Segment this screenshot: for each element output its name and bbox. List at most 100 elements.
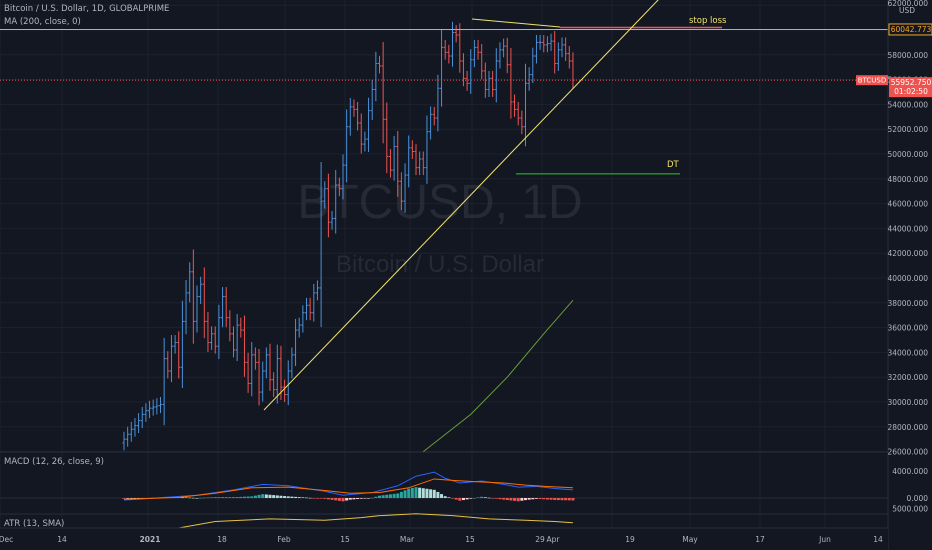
macd-histogram-bar bbox=[513, 498, 517, 501]
ohlc-bar bbox=[206, 311, 210, 352]
ohlc-bar bbox=[381, 41, 385, 144]
macd-histogram-bar bbox=[436, 491, 440, 498]
ohlc-bar bbox=[564, 37, 568, 61]
macd-histogram-bar bbox=[246, 496, 250, 498]
ohlc-bar bbox=[169, 335, 174, 383]
macd-histogram-bar bbox=[268, 494, 272, 498]
ohlc-bar bbox=[377, 56, 382, 74]
ohlc-bar bbox=[480, 43, 484, 80]
ohlc-bar bbox=[315, 280, 320, 301]
ma-legend[interactable]: MA (200, close, 0) bbox=[4, 17, 81, 27]
stop-price-label: 60042.773 bbox=[891, 25, 932, 34]
ohlc-bar bbox=[388, 149, 393, 178]
macd-histogram-bar bbox=[469, 498, 473, 499]
ohlc-bar bbox=[410, 140, 414, 159]
ohlc-bar bbox=[553, 31, 557, 74]
macd-histogram-bar bbox=[571, 498, 575, 501]
price-tick: 38000.000 bbox=[887, 299, 928, 308]
macd-histogram-bar bbox=[348, 498, 352, 500]
macd-histogram-bar bbox=[538, 498, 542, 500]
macd-histogram-bar bbox=[367, 498, 371, 499]
macd-histogram-bar bbox=[239, 496, 243, 498]
ohlc-bar bbox=[151, 399, 155, 416]
ohlc-bar bbox=[177, 331, 181, 379]
price-tick: 44000.000 bbox=[887, 224, 928, 233]
last-price-label: 55952.750 bbox=[891, 78, 932, 87]
macd-histogram-bar bbox=[483, 497, 487, 498]
ascending-trendline bbox=[263, 0, 659, 411]
symbol-header[interactable]: Bitcoin / U.S. Dollar, 1D, GLOBALPRIME bbox=[4, 4, 170, 14]
macd-histogram-bar bbox=[451, 498, 454, 499]
macd-histogram-bar bbox=[454, 498, 458, 500]
ohlc-bar bbox=[523, 63, 528, 147]
ohlc-bar bbox=[461, 53, 466, 87]
ohlc-bar bbox=[447, 44, 451, 64]
macd-histogram-bar bbox=[425, 488, 429, 498]
atr-line bbox=[123, 513, 573, 532]
macd-histogram-bar bbox=[301, 497, 305, 498]
ohlc-bar bbox=[472, 39, 476, 68]
macd-histogram-bar bbox=[184, 497, 188, 498]
macd-histogram-bar bbox=[337, 498, 341, 501]
macd-histogram bbox=[122, 487, 575, 502]
macd-histogram-bar bbox=[363, 498, 367, 499]
macd-histogram-bar bbox=[330, 498, 334, 500]
ohlc-bar bbox=[250, 342, 254, 397]
macd-histogram-bar bbox=[308, 497, 312, 499]
macd-histogram-bar bbox=[410, 487, 414, 498]
ohlc-bar bbox=[432, 106, 436, 126]
watermark-ticker: BTCUSD, 1D bbox=[297, 176, 582, 229]
macd-histogram-bar bbox=[352, 498, 356, 500]
time-tick: Apr bbox=[547, 535, 561, 544]
macd-histogram-bar bbox=[283, 496, 287, 498]
ohlc-bar bbox=[439, 28, 444, 107]
ohlc-bar bbox=[122, 431, 126, 451]
ohlc-bar bbox=[465, 70, 469, 91]
ohlc-bar bbox=[516, 101, 520, 126]
macd-histogram-bar bbox=[458, 498, 462, 501]
ohlc-bar bbox=[356, 101, 360, 131]
atr-label[interactable]: ATR (13, SMA) bbox=[4, 519, 65, 529]
macd-histogram-bar bbox=[542, 498, 546, 500]
ohlc-bar bbox=[359, 113, 363, 154]
time-axis[interactable]: Dec 14 2021 18 Feb 15 Mar 15 29 Apr 19 May 17 Jun 14 bbox=[0, 527, 888, 550]
ohlc-bar bbox=[213, 326, 217, 354]
countdown-label: 01:02:50 bbox=[894, 87, 928, 96]
macd-histogram-bar bbox=[242, 496, 246, 498]
ohlc-bar bbox=[202, 267, 206, 339]
grid bbox=[0, 0, 888, 540]
ohlc-bar bbox=[363, 131, 367, 152]
price-tick: 40000.000 bbox=[887, 274, 928, 283]
price-axis[interactable]: 62000.000USD58000.00056000.00054000.0005… bbox=[856, 0, 932, 550]
ohlc-bar bbox=[370, 80, 374, 121]
ohlc-bar bbox=[323, 181, 327, 209]
macd-histogram-bar bbox=[334, 498, 338, 501]
ma-200-series bbox=[422, 299, 574, 452]
ohlc-bar bbox=[180, 300, 184, 388]
macd-histogram-bar bbox=[432, 489, 436, 498]
macd-histogram-bar bbox=[476, 497, 480, 498]
macd-histogram-bar bbox=[505, 498, 509, 501]
ohlc-bar bbox=[166, 351, 170, 379]
macd-label[interactable]: MACD (12, 26, close, 9) bbox=[4, 457, 104, 467]
macd-histogram-bar bbox=[232, 497, 235, 498]
ohlc-bar bbox=[509, 47, 513, 119]
ohlc-bar bbox=[407, 135, 411, 188]
time-tick: 2021 bbox=[140, 535, 161, 544]
ohlc-bar bbox=[191, 249, 195, 344]
ohlc-bar bbox=[483, 62, 487, 98]
price-tick: 32000.000 bbox=[887, 373, 928, 382]
ohlc-bar bbox=[162, 337, 166, 426]
ohlc-bar bbox=[498, 42, 502, 69]
price-tick: 36000.000 bbox=[887, 324, 928, 333]
ohlc-bar bbox=[443, 39, 447, 60]
symbol-tag-label: BTCUSD bbox=[858, 77, 887, 85]
ohlc-bar bbox=[352, 99, 356, 117]
price-tick: 58000.000 bbox=[887, 51, 928, 60]
ohlc-bar bbox=[334, 169, 338, 234]
macd-histogram-bar bbox=[129, 498, 133, 499]
ohlc-bar bbox=[304, 297, 309, 321]
stop-loss-annotation: stop loss bbox=[689, 16, 727, 26]
price-tick: 52000.000 bbox=[887, 125, 928, 134]
